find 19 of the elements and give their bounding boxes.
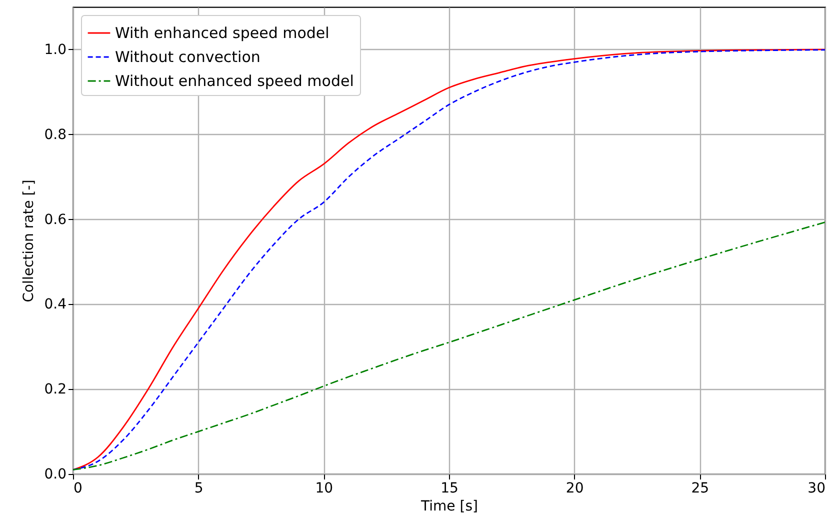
y-tick-label: 0.2 xyxy=(44,382,66,398)
x-tick-label: 20 xyxy=(566,480,584,496)
y-tick-label: 0.6 xyxy=(44,212,67,228)
legend-label: Without enhanced speed model xyxy=(115,72,354,90)
legend-label: With enhanced speed model xyxy=(115,24,330,42)
line-series xyxy=(73,222,825,470)
y-tick-label: 0.0 xyxy=(44,466,66,482)
x-tick-label: 5 xyxy=(194,480,204,496)
y-tick-label: 0.8 xyxy=(44,126,66,143)
y-tick-label: 0.4 xyxy=(44,296,67,313)
x-tick-label: 15 xyxy=(440,480,458,496)
x-tick-label: 0 xyxy=(74,480,82,496)
legend-label: Without convection xyxy=(115,48,260,66)
y-axis-title: Collection rate [-] xyxy=(21,180,38,302)
x-tick-label: 10 xyxy=(315,480,334,496)
x-axis-title: Time [s] xyxy=(420,498,478,514)
x-tick-label: 25 xyxy=(691,480,710,496)
x-tick-label: 30 xyxy=(808,480,826,496)
y-tick-label: 1.0 xyxy=(44,42,66,58)
